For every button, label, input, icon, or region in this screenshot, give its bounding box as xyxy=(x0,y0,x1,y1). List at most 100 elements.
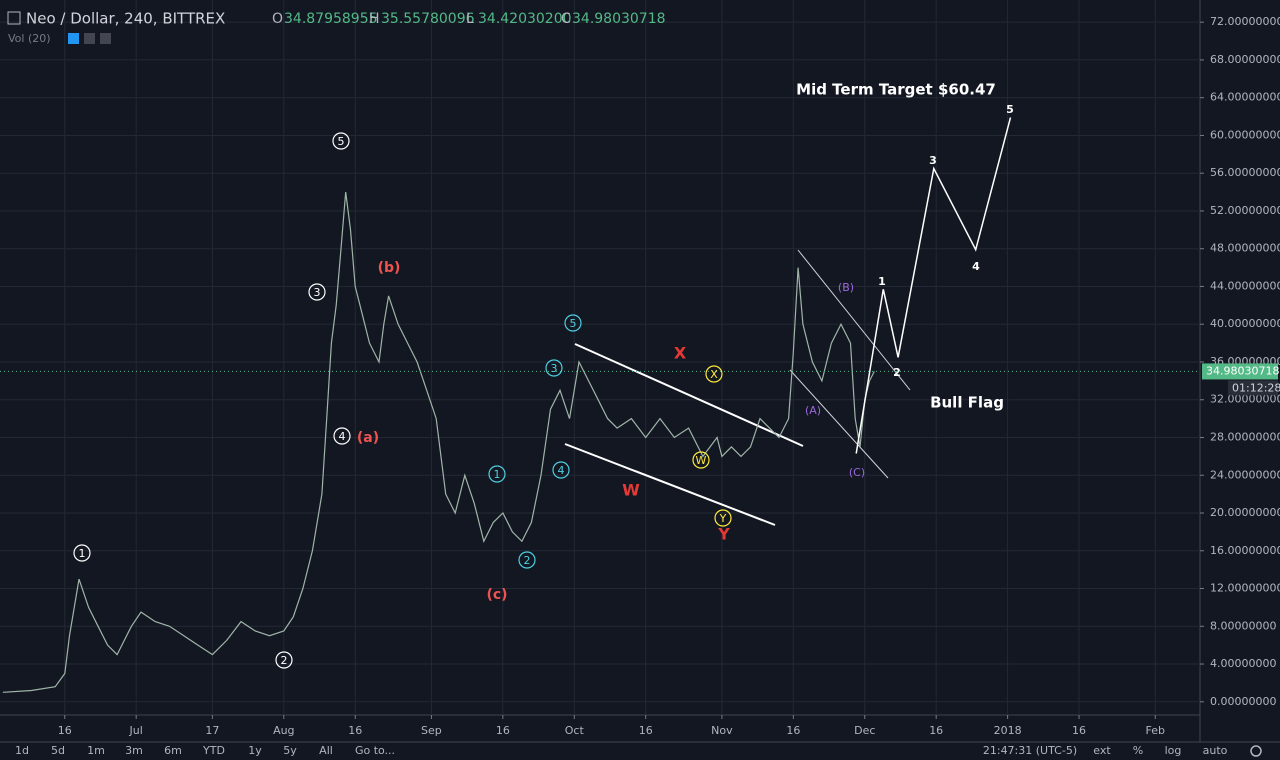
option-button[interactable]: ext xyxy=(1093,744,1111,757)
y-tick-label: 52.00000000 xyxy=(1210,204,1280,217)
ohlc-label: L xyxy=(466,11,474,27)
y-tick-label: 64.00000000 xyxy=(1210,91,1280,104)
y-tick-label: 24.00000000 xyxy=(1210,468,1280,481)
y-tick-label: 60.00000000 xyxy=(1210,128,1280,141)
wave-circle xyxy=(488,465,506,483)
y-tick-label: 4.00000000 xyxy=(1210,657,1276,670)
y-tick-label: 32.00000000 xyxy=(1210,393,1280,406)
annotation: Mid Term Target $60.47 xyxy=(796,81,996,99)
annotation: 3 xyxy=(929,154,937,167)
range-button[interactable]: 1m xyxy=(87,744,105,757)
menu-icon[interactable] xyxy=(7,11,21,25)
wave-circle xyxy=(275,651,293,669)
annotation: (a) xyxy=(357,430,379,446)
range-button[interactable]: Go to... xyxy=(355,744,395,757)
annotation: W xyxy=(696,454,707,467)
wave-circle xyxy=(333,427,351,445)
range-button[interactable]: 3m xyxy=(125,744,143,757)
range-button[interactable]: 6m xyxy=(164,744,182,757)
wave-circle xyxy=(714,509,732,527)
annotation: 5 xyxy=(570,317,577,330)
range-button[interactable]: 1y xyxy=(248,744,262,757)
annotation: X xyxy=(674,344,687,363)
y-tick-label: 40.00000000 xyxy=(1210,317,1280,330)
eye-icon[interactable] xyxy=(68,33,79,44)
annotation: Bull Flag xyxy=(930,394,1004,412)
price-tag-text: 34.98030718 xyxy=(1206,364,1279,377)
x-tick-label: 16 xyxy=(929,724,943,737)
flag-lines xyxy=(789,249,911,479)
option-button[interactable]: log xyxy=(1165,744,1182,757)
y-tick-label: 28.00000000 xyxy=(1210,430,1280,443)
annotation: 4 xyxy=(972,260,980,273)
annotation: 4 xyxy=(339,430,346,443)
annotation: X xyxy=(710,368,718,381)
annotation: (B) xyxy=(838,281,854,294)
clock: 21:47:31 (UTC-5) xyxy=(983,744,1077,757)
range-button[interactable]: 5d xyxy=(51,744,65,757)
option-button[interactable]: % xyxy=(1133,744,1143,757)
annotation: 1 xyxy=(79,547,86,560)
wave-circle xyxy=(545,359,563,377)
annotation: 5 xyxy=(1006,103,1014,116)
annotation: 1 xyxy=(494,468,501,481)
range-button[interactable]: 5y xyxy=(283,744,297,757)
y-tick-label: 72.00000000 xyxy=(1210,15,1280,28)
wave-circle xyxy=(518,551,536,569)
annotation: W xyxy=(622,481,640,500)
x-tick-label: 2018 xyxy=(994,724,1022,737)
range-button[interactable]: All xyxy=(319,744,333,757)
y-tick-label: 56.00000000 xyxy=(1210,166,1280,179)
y-tick-label: 68.00000000 xyxy=(1210,53,1280,66)
countdown-tag xyxy=(1228,380,1278,396)
x-tick-label: 16 xyxy=(496,724,510,737)
x-tick-label: Aug xyxy=(273,724,294,737)
annotation: (b) xyxy=(378,260,401,276)
x-tick-label: Nov xyxy=(711,724,733,737)
ohlc-label: H xyxy=(369,11,380,27)
x-tick-label: 16 xyxy=(639,724,653,737)
remove-icon[interactable] xyxy=(100,33,111,44)
symbol[interactable]: Neo / Dollar, 240, BITTREX xyxy=(26,10,225,28)
trend-line xyxy=(574,343,804,447)
wave-circle xyxy=(705,365,723,383)
ohlc-label: O xyxy=(272,11,283,27)
y-tick-label: 44.00000000 xyxy=(1210,279,1280,292)
x-tick-label: Feb xyxy=(1145,724,1164,737)
x-tick-label: 16 xyxy=(1072,724,1086,737)
x-tick-label: 16 xyxy=(348,724,362,737)
x-tick-label: 16 xyxy=(58,724,72,737)
annotation: 2 xyxy=(524,554,531,567)
ohlc-value: 35.55780096 xyxy=(381,11,475,27)
settings-icon[interactable] xyxy=(84,33,95,44)
annotation: 2 xyxy=(893,366,901,379)
price-tag xyxy=(1202,363,1278,380)
range-button[interactable]: 1d xyxy=(15,744,29,757)
annotation: 5 xyxy=(338,135,345,148)
trend-lines xyxy=(564,343,804,526)
wave-circle xyxy=(308,283,326,301)
annotation: 1 xyxy=(878,275,886,288)
y-tick-label: 8.00000000 xyxy=(1210,619,1276,632)
x-tick-label: 17 xyxy=(205,724,219,737)
settings-button[interactable] xyxy=(1250,745,1262,757)
price-line xyxy=(2,192,875,693)
range-button[interactable]: YTD xyxy=(202,744,225,757)
trend-line xyxy=(789,369,889,479)
y-tick-label: 16.00000000 xyxy=(1210,544,1280,557)
annotation: 3 xyxy=(551,362,558,375)
wave-circle xyxy=(332,132,350,150)
annotation: 3 xyxy=(314,286,321,299)
annotation: (C) xyxy=(849,466,865,479)
annotation: Y xyxy=(719,512,727,525)
y-tick-label: 12.00000000 xyxy=(1210,582,1280,595)
ohlc-value: 34.98030718 xyxy=(572,11,666,27)
option-button[interactable]: auto xyxy=(1203,744,1228,757)
volume-label: Vol (20) xyxy=(8,32,51,45)
x-tick-label: Dec xyxy=(854,724,875,737)
x-tick-label: Oct xyxy=(565,724,585,737)
wave-circle xyxy=(564,314,582,332)
